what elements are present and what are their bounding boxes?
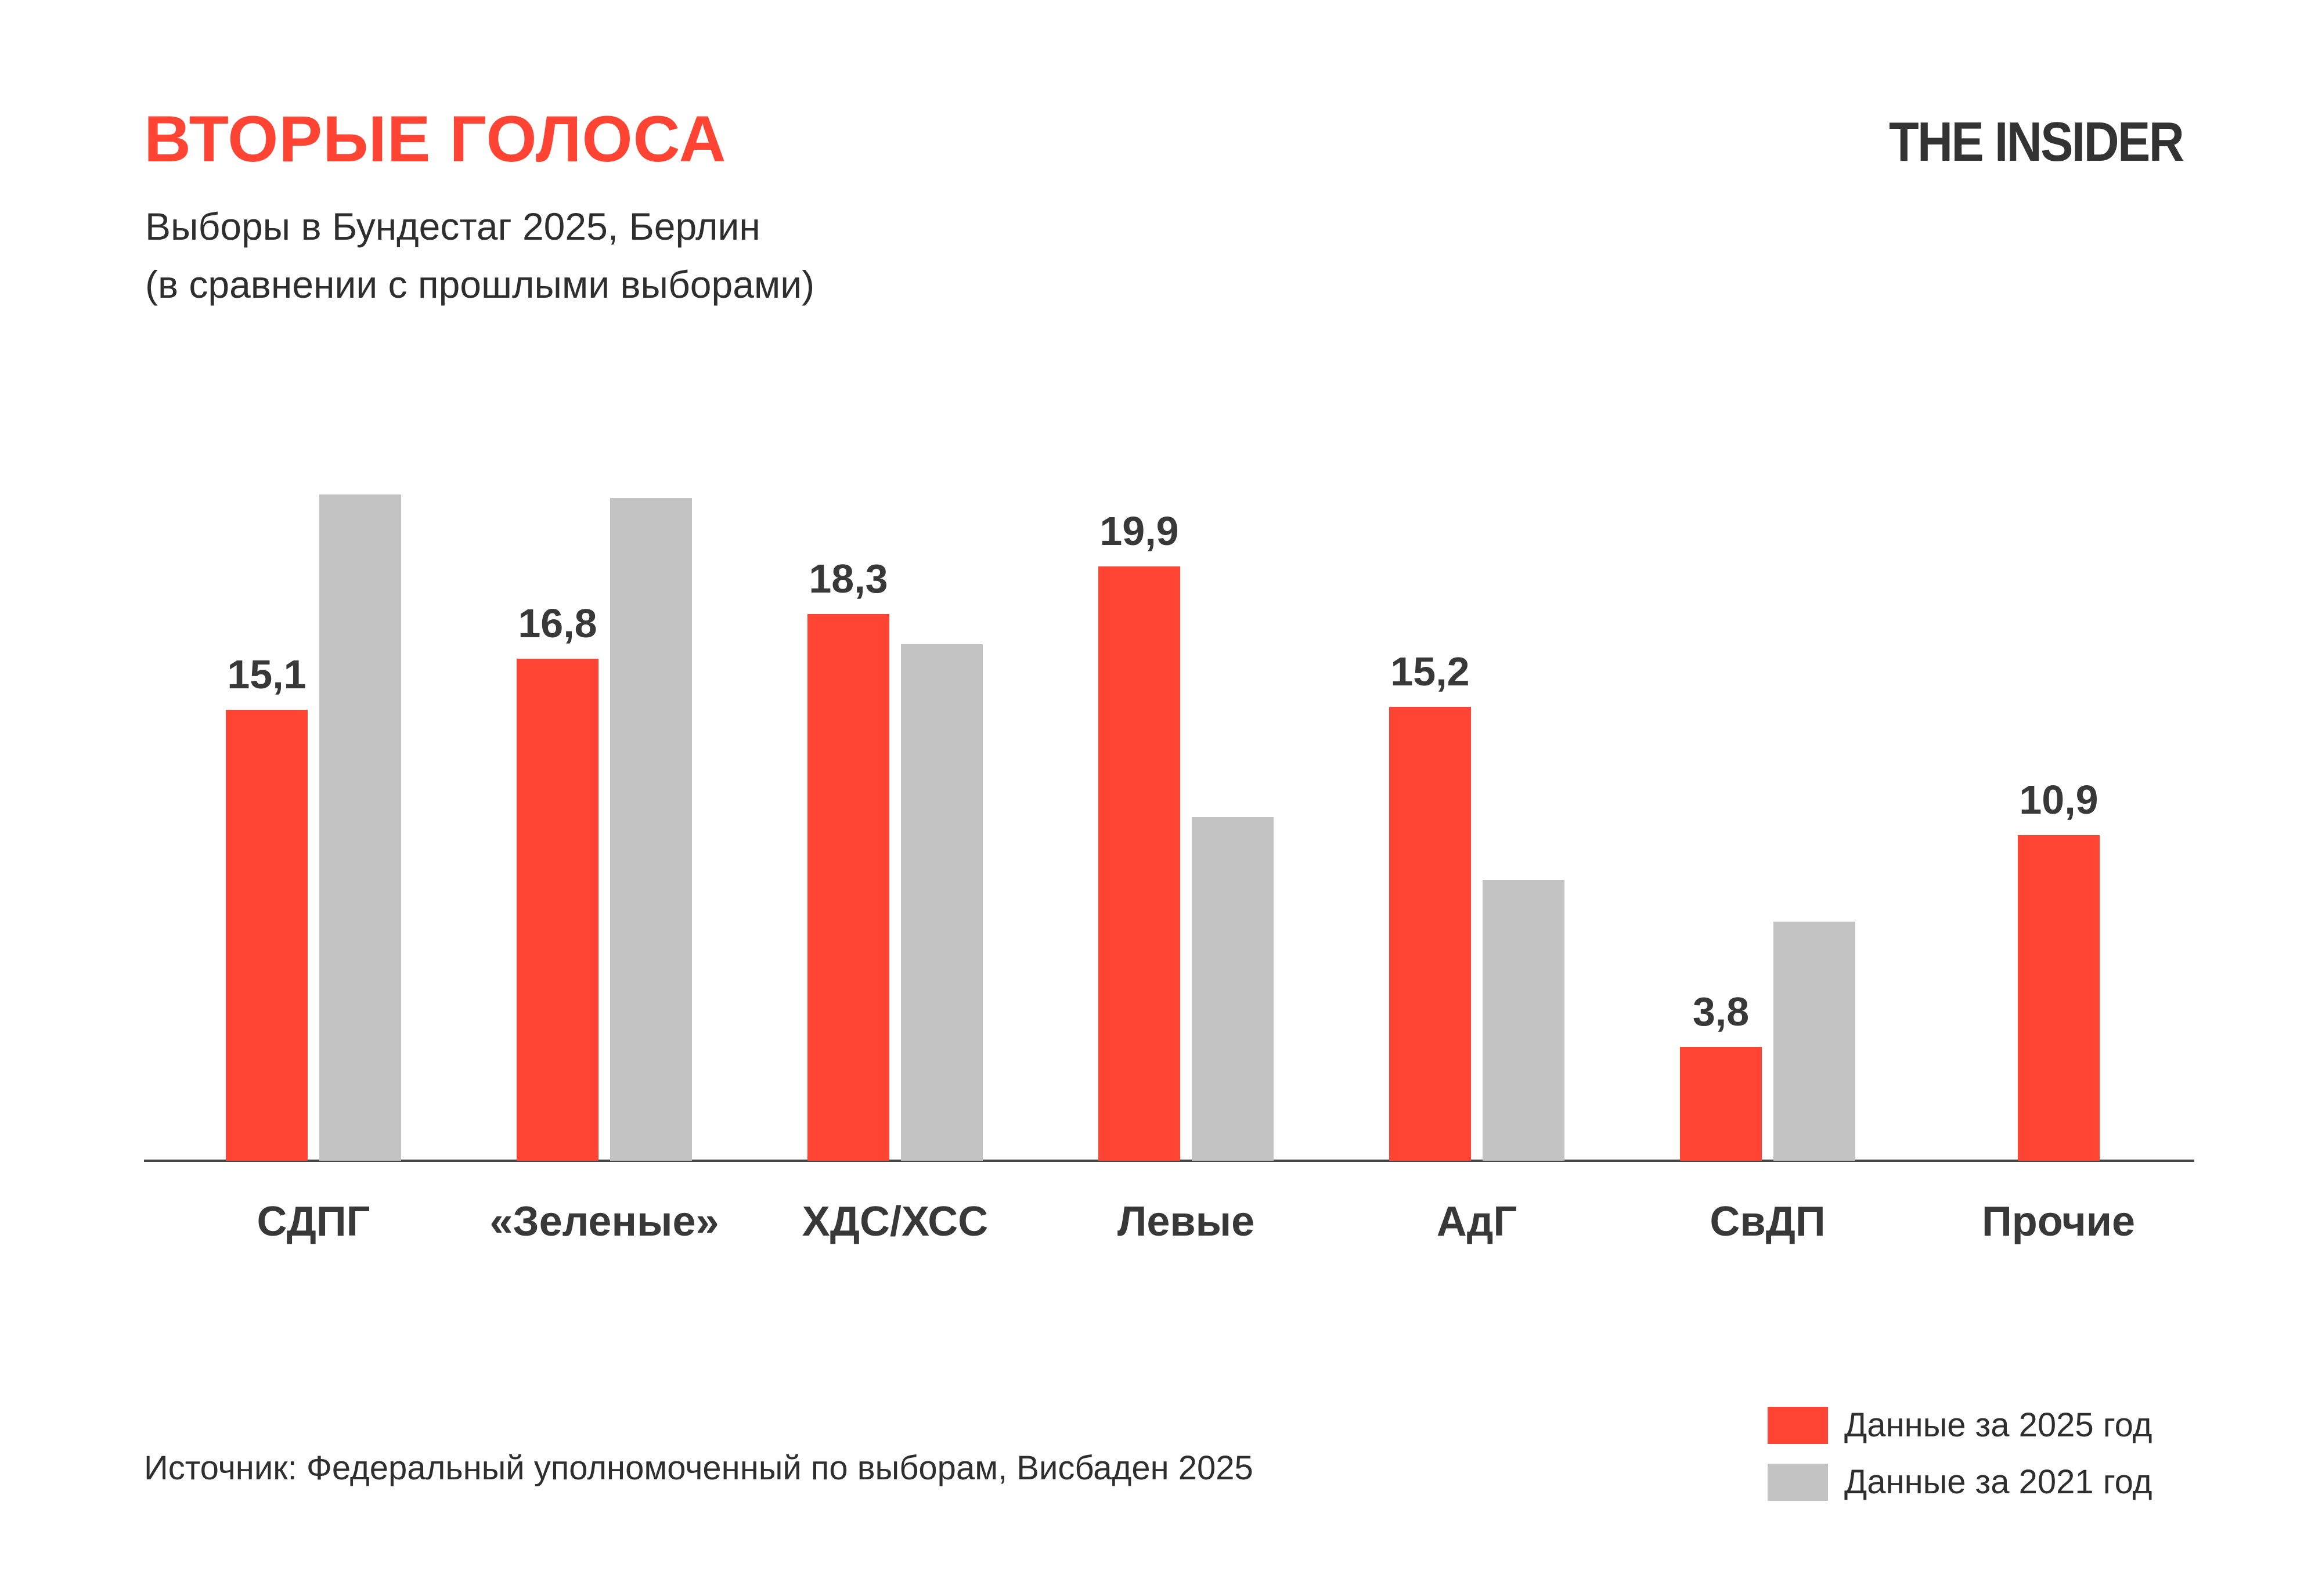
value-label-2025-6: 3,8 (1692, 989, 1750, 1034)
bar-2021-2 (610, 498, 692, 1161)
bar-2021-5 (1483, 880, 1564, 1161)
x-axis-label-6: СвДП (1710, 1198, 1826, 1245)
bar-2025-5 (1389, 707, 1471, 1161)
bar-2025-7 (2018, 835, 2100, 1161)
chart-subtitle: Выборы в Бундестаг 2025, Берлин (в сравн… (145, 197, 814, 313)
x-axis-label-3: ХДС/ХСС (802, 1198, 989, 1245)
value-label-2025-3: 18,3 (809, 556, 888, 601)
subtitle-line-2: (в сравнении с прошлыми выборами) (145, 263, 815, 306)
x-axis-label-5: АдГ (1436, 1198, 1517, 1245)
the-insider-logo: THE INSIDER (1888, 111, 2184, 173)
subtitle-line-1: Выборы в Бундестаг 2025, Берлин (145, 205, 760, 248)
x-axis-label-7: Прочие (1981, 1198, 2136, 1245)
x-axis-label-2: «Зеленые» (489, 1198, 719, 1245)
value-label-2025-7: 10,9 (2019, 777, 2099, 822)
bar-2025-6 (1680, 1047, 1762, 1161)
x-axis-line (144, 1160, 2194, 1162)
legend-label-2025: Данные за 2025 год (1844, 1406, 2152, 1444)
bar-2025-2 (517, 659, 598, 1161)
legend-label-2021: Данные за 2021 год (1844, 1463, 2152, 1501)
source-note: Источник: Федеральный уполномоченный по … (144, 1449, 1253, 1487)
bar-2025-1 (226, 710, 308, 1161)
bar-2021-6 (1773, 922, 1855, 1161)
value-label-2025-1: 15,1 (227, 652, 307, 697)
bar-2025-3 (807, 614, 889, 1161)
x-axis-label-1: СДПГ (257, 1198, 370, 1245)
bar-2021-1 (319, 494, 401, 1161)
page-title: ВТОРЫЕ ГОЛОСА (144, 103, 727, 175)
legend-swatch-2025 (1768, 1407, 1828, 1444)
x-axis-label-4: Левые (1117, 1198, 1255, 1245)
value-label-2025-5: 15,2 (1390, 649, 1470, 694)
bar-2021-3 (901, 644, 983, 1161)
bar-2025-4 (1098, 566, 1180, 1161)
legend-swatch-2021 (1768, 1464, 1828, 1501)
value-label-2025-2: 16,8 (518, 601, 597, 646)
bar-2021-4 (1192, 817, 1274, 1161)
value-label-2025-4: 19,9 (1099, 508, 1179, 554)
